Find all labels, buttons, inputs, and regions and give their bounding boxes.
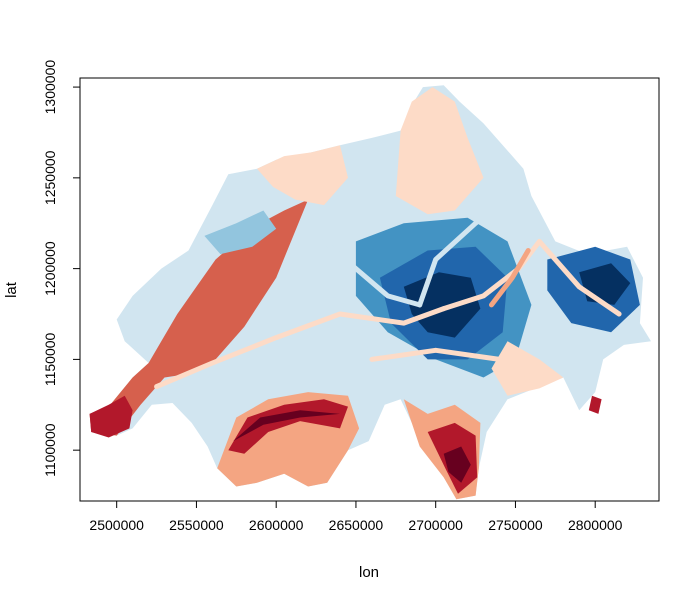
valley-line-3 bbox=[489, 248, 531, 308]
raster-layer bbox=[89, 85, 652, 500]
x-tick-label: 2750000 bbox=[488, 517, 543, 533]
y-tick-label: 1250000 bbox=[42, 150, 58, 205]
valley-line-2 bbox=[369, 347, 534, 380]
valley-line-5 bbox=[417, 193, 510, 308]
valley-line-1 bbox=[441, 238, 622, 317]
y-tick-label: 1300000 bbox=[42, 60, 58, 115]
x-tick-label: 2800000 bbox=[568, 517, 623, 533]
x-axis-label: lon bbox=[359, 564, 379, 581]
y-axis: 1100000 1150000 1200000 1250000 1300000 bbox=[42, 60, 81, 477]
raster-region-2 bbox=[257, 145, 348, 206]
raster-region-15 bbox=[443, 446, 471, 483]
x-axis: 2500000 2550000 2600000 2650000 2700000 27500… bbox=[89, 500, 623, 533]
raster-region-16 bbox=[491, 341, 564, 396]
x-tick-label: 2650000 bbox=[329, 517, 384, 533]
raster-region-12 bbox=[233, 410, 340, 442]
raster-region-4 bbox=[204, 210, 277, 255]
x-tick-label: 2500000 bbox=[89, 517, 144, 533]
valley-line-0 bbox=[154, 306, 447, 390]
x-tick-label: 2600000 bbox=[249, 517, 304, 533]
raster-region-1 bbox=[89, 395, 133, 438]
raster-region-17 bbox=[588, 395, 602, 414]
y-tick-label: 1150000 bbox=[42, 332, 58, 386]
raster-region-0 bbox=[89, 199, 309, 436]
x-tick-label: 2550000 bbox=[169, 517, 224, 533]
valley-line-4 bbox=[321, 238, 423, 308]
x-tick-label: 2700000 bbox=[408, 517, 463, 533]
y-axis-label: lat bbox=[3, 281, 20, 298]
raster-region-3 bbox=[395, 87, 484, 215]
y-tick-label: 1100000 bbox=[42, 423, 58, 477]
y-tick-label: 1200000 bbox=[42, 241, 58, 296]
